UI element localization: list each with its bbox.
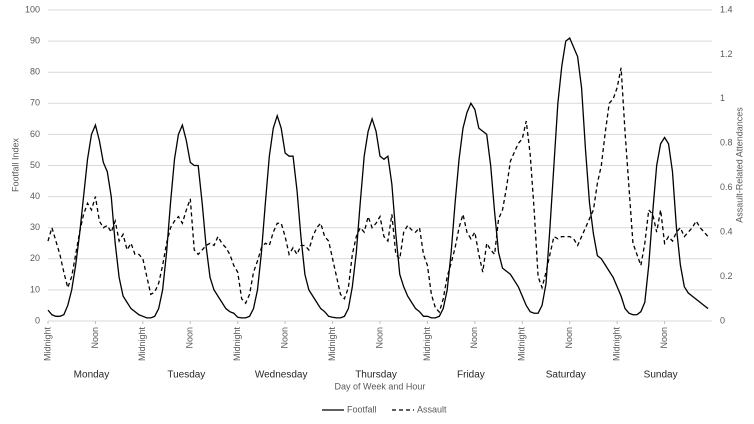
x-tick-label: Noon [659, 327, 669, 349]
y-tick-label: 50 [30, 160, 40, 170]
day-label: Friday [457, 370, 485, 381]
y2-tick-label: 0 [720, 315, 725, 325]
y2-tick-label: 1.4 [720, 4, 733, 14]
x-tick-label: Midnight [137, 327, 147, 362]
y-tick-label: 80 [30, 67, 40, 77]
day-label: Saturday [546, 370, 586, 381]
x-tick-label: Noon [90, 327, 100, 349]
day-label: Wednesday [255, 370, 308, 381]
day-label: Sunday [644, 370, 678, 381]
x-tick-label: Midnight [612, 327, 622, 362]
x-axis-title: Day of Week and Hour [335, 381, 426, 391]
y-tick-label: 10 [30, 284, 40, 294]
y2-tick-label: 0.2 [720, 271, 733, 281]
y-tick-label: 0 [35, 315, 40, 325]
y2-tick-label: 0.8 [720, 138, 733, 148]
x-tick-label: Midnight [232, 327, 242, 362]
day-label: Tuesday [167, 370, 205, 381]
x-tick-label: Midnight [517, 327, 527, 362]
x-tick-label: Midnight [327, 327, 337, 362]
x-tick-label: Noon [564, 327, 574, 349]
legend-label: Assault [417, 404, 447, 414]
y-tick-label: 30 [30, 222, 40, 232]
y-tick-label: 100 [25, 4, 40, 14]
series-line [47, 36, 709, 319]
x-tick-label: Noon [185, 327, 195, 349]
y-tick-label: 20 [30, 253, 40, 263]
x-tick-label: Midnight [42, 327, 52, 362]
x-tick-label: Noon [374, 327, 384, 349]
y-axis-title: Footfall Index [10, 137, 20, 192]
x-tick-label: Noon [280, 327, 290, 349]
day-label: Monday [74, 370, 110, 381]
y-tick-label: 60 [30, 129, 40, 139]
y2-axis-title: Assault-Related Attendances [734, 107, 744, 223]
y-tick-label: 70 [30, 98, 40, 108]
y2-tick-label: 0.4 [720, 227, 733, 237]
y2-tick-label: 1 [720, 93, 725, 103]
day-label: Thursday [355, 370, 397, 381]
y2-tick-label: 1.2 [720, 49, 733, 59]
series-line [47, 67, 709, 314]
legend-label: Footfall [347, 404, 377, 414]
y-tick-label: 90 [30, 35, 40, 45]
y2-tick-label: 0.6 [720, 182, 733, 192]
x-tick-label: Noon [469, 327, 479, 349]
x-tick-label: Midnight [422, 327, 432, 362]
y-tick-label: 40 [30, 191, 40, 201]
